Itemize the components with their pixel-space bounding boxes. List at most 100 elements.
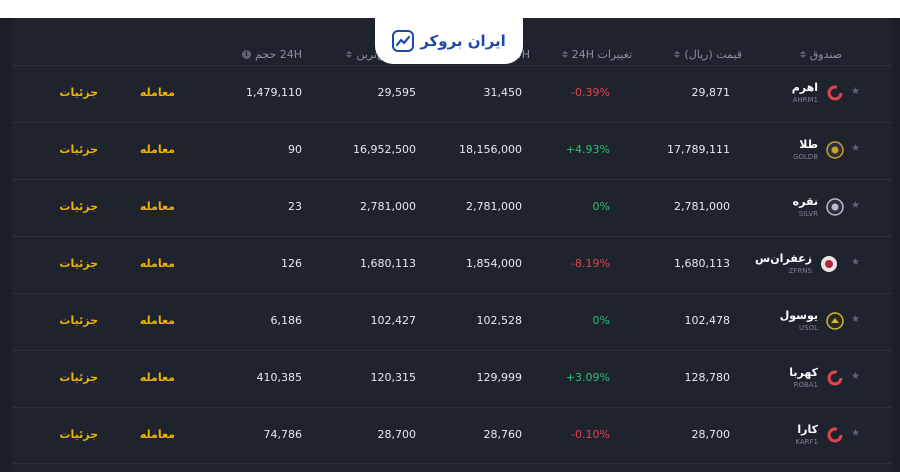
fund-symbol: ROBA1: [793, 381, 818, 389]
high-value: 2,781,000: [466, 200, 522, 213]
fund-logo-icon: [826, 369, 844, 387]
favorite-star-icon[interactable]: ★: [851, 428, 860, 439]
table-row[interactable]: ★ یوسول USOL 102,478 0% 102,528 102,427 …: [12, 293, 892, 350]
volume-value: 23: [288, 200, 302, 213]
price-value: 28,700: [691, 428, 731, 441]
fund-cell[interactable]: نقره SILVR: [793, 195, 844, 218]
table-row[interactable]: ★ زعفران‌س ZFRNS 1,680,113 -8.19% 1,854,…: [12, 236, 892, 293]
header-change-label: تغییرات 24H: [571, 48, 632, 61]
price-value: 2,781,000: [674, 200, 730, 213]
high-value: 31,450: [483, 86, 523, 99]
fund-cell[interactable]: کارا KARF1: [795, 423, 844, 446]
high-value: 102,528: [476, 314, 523, 327]
header-price[interactable]: قیمت (ریال): [674, 48, 742, 61]
fund-cell[interactable]: یوسول USOL: [780, 309, 844, 332]
fund-text: طلا GOLDB: [793, 138, 818, 161]
sort-icon: [799, 51, 806, 58]
fund-name: نقره: [792, 195, 818, 208]
fund-cell[interactable]: اهرم AHRM1: [792, 81, 844, 104]
fund-text: کارا KARF1: [795, 423, 818, 446]
favorite-star-icon[interactable]: ★: [851, 371, 860, 382]
fund-name: کهربا: [789, 366, 818, 379]
change-value: -0.10%: [571, 428, 610, 441]
volume-value: 410,385: [256, 371, 303, 384]
header-volume[interactable]: 24H حجم i: [242, 48, 302, 61]
volume-value: 6,186: [270, 314, 303, 327]
brand-name: ایران بروکر: [420, 32, 506, 50]
table-body: ★ اهرم AHRM1 29,871 -0.39% 31,450 29,595…: [12, 65, 892, 464]
fund-cell[interactable]: کهربا ROBA1: [789, 366, 844, 389]
price-value: 17,789,111: [667, 143, 730, 156]
details-link[interactable]: جزئیات: [59, 86, 98, 99]
fund-logo-icon: [820, 255, 838, 273]
fund-name: زعفران‌س: [755, 252, 812, 265]
high-value: 1,854,000: [466, 257, 522, 270]
fund-name: کارا: [797, 423, 818, 436]
table-row[interactable]: ★ نقره SILVR 2,781,000 0% 2,781,000 2,78…: [12, 179, 892, 236]
sort-icon: [346, 51, 353, 58]
volume-value: 74,786: [263, 428, 303, 441]
price-value: 102,478: [684, 314, 731, 327]
header-fund[interactable]: صندوق: [799, 48, 842, 61]
table-row[interactable]: ★ کارا KARF1 28,700 -0.10% 28,760 28,700…: [12, 407, 892, 464]
volume-value: 90: [288, 143, 302, 156]
favorite-star-icon[interactable]: ★: [851, 86, 860, 97]
details-link[interactable]: جزئیات: [59, 428, 98, 441]
price-value: 29,871: [691, 86, 731, 99]
fund-symbol: ZFRNS: [788, 267, 812, 275]
details-link[interactable]: جزئیات: [59, 314, 98, 327]
header-volume-label: 24H حجم: [255, 48, 302, 61]
table-row[interactable]: ★ کهربا ROBA1 128,780 +3.09% 129,999 120…: [12, 350, 892, 407]
change-value: 0%: [592, 200, 610, 213]
fund-text: یوسول USOL: [780, 309, 818, 332]
trade-link[interactable]: معامله: [139, 257, 175, 270]
favorite-star-icon[interactable]: ★: [851, 257, 860, 268]
header-price-label: قیمت (ریال): [684, 48, 742, 61]
trade-link[interactable]: معامله: [139, 371, 175, 384]
volume-value: 126: [281, 257, 302, 270]
fund-logo-icon: [826, 84, 844, 102]
fund-logo-icon: [826, 426, 844, 444]
trade-link[interactable]: معامله: [139, 86, 175, 99]
low-value: 120,315: [370, 371, 417, 384]
volume-value: 1,479,110: [246, 86, 302, 99]
market-table-panel: صندوق قیمت (ریال) تغییرات 24H 24H بالاتر…: [12, 18, 892, 472]
table-row[interactable]: ★ طلا GOLDB 17,789,111 +4.93% 18,156,000…: [12, 122, 892, 179]
low-value: 2,781,000: [360, 200, 416, 213]
details-link[interactable]: جزئیات: [59, 200, 98, 213]
table-row[interactable]: ★ اهرم AHRM1 29,871 -0.39% 31,450 29,595…: [12, 65, 892, 122]
info-icon[interactable]: i: [242, 50, 251, 59]
fund-symbol: GOLDB: [792, 153, 818, 161]
sort-icon: [561, 51, 568, 58]
low-value: 1,680,113: [360, 257, 416, 270]
favorite-star-icon[interactable]: ★: [851, 200, 860, 211]
change-value: +3.09%: [565, 371, 610, 384]
fund-symbol: KARF1: [795, 438, 818, 446]
fund-text: نقره SILVR: [793, 195, 818, 218]
details-link[interactable]: جزئیات: [59, 143, 98, 156]
fund-name: طلا: [799, 138, 818, 151]
trade-link[interactable]: معامله: [139, 143, 175, 156]
fund-text: زعفران‌س ZFRNS: [755, 252, 812, 275]
fund-text: اهرم AHRM1: [792, 81, 818, 104]
header-change[interactable]: تغییرات 24H: [561, 48, 632, 61]
fund-cell[interactable]: طلا GOLDB: [793, 138, 844, 161]
trade-link[interactable]: معامله: [139, 428, 175, 441]
header-fund-label: صندوق: [809, 48, 842, 61]
favorite-star-icon[interactable]: ★: [851, 143, 860, 154]
details-link[interactable]: جزئیات: [59, 371, 98, 384]
fund-name: یوسول: [779, 309, 818, 322]
brand-logo[interactable]: ایران بروکر: [375, 18, 523, 64]
low-value: 16,952,500: [353, 143, 416, 156]
details-link[interactable]: جزئیات: [59, 257, 98, 270]
trade-link[interactable]: معامله: [139, 200, 175, 213]
change-value: -8.19%: [571, 257, 610, 270]
trade-link[interactable]: معامله: [139, 314, 175, 327]
fund-logo-icon: [826, 311, 844, 330]
low-value: 28,700: [377, 428, 417, 441]
low-value: 102,427: [370, 314, 417, 327]
low-value: 29,595: [377, 86, 417, 99]
fund-cell[interactable]: زعفران‌س ZFRNS: [755, 252, 838, 275]
favorite-star-icon[interactable]: ★: [851, 314, 860, 325]
fund-text: کهربا ROBA1: [789, 366, 818, 389]
